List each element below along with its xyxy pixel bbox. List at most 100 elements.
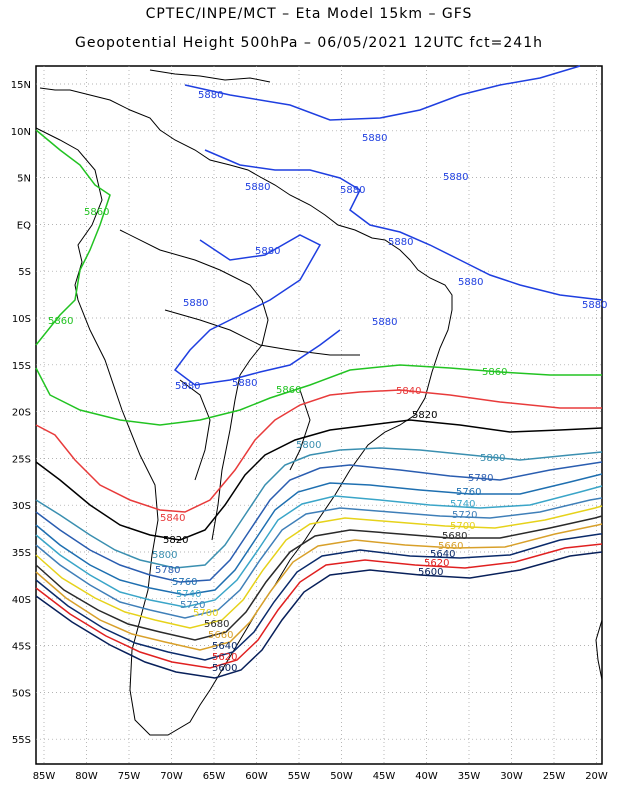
label-5860: 5860 xyxy=(48,316,73,327)
label-5740: 5740 xyxy=(176,589,201,600)
latitude-label: 25S xyxy=(12,454,31,465)
latitude-label: 50S xyxy=(12,688,31,699)
caribbean-islands xyxy=(149,69,271,83)
latitude-label: 30S xyxy=(12,501,31,512)
longitude-label: 50W xyxy=(330,771,353,782)
contour-5680 xyxy=(35,515,603,641)
latitude-label: 15N xyxy=(11,80,31,91)
contour-5640 xyxy=(35,533,602,661)
label-5880: 5880 xyxy=(388,237,413,248)
contour-5740 xyxy=(35,485,603,608)
contour-5880-north xyxy=(184,65,581,121)
label-5880: 5880 xyxy=(362,133,387,144)
africa-bulge xyxy=(595,619,603,681)
label-5880: 5880 xyxy=(255,246,280,257)
chart-title-line1: CPTEC/INPE/MCT – Eta Model 15km – GFS xyxy=(145,6,473,22)
label-5720: 5720 xyxy=(180,600,205,611)
label-5880: 5880 xyxy=(183,298,208,309)
contour-5600 xyxy=(35,551,603,679)
label-5700: 5700 xyxy=(193,608,218,619)
label-5880: 5880 xyxy=(340,185,365,196)
longitude-label: 65W xyxy=(203,771,226,782)
longitude-label: 25W xyxy=(543,771,566,782)
contour-5820 xyxy=(35,419,603,541)
contour-lines xyxy=(35,65,603,679)
label-5600: 5600 xyxy=(212,663,237,674)
label-5820: 5820 xyxy=(412,410,437,421)
contour-5760 xyxy=(35,473,603,596)
latitude-label: EQ xyxy=(17,220,31,231)
latitude-label: 10N xyxy=(11,127,31,138)
label-5700: 5700 xyxy=(450,521,475,532)
contour-5780 xyxy=(35,461,603,583)
label-5880: 5880 xyxy=(175,381,200,392)
contour-5800 xyxy=(35,447,603,569)
label-5860: 5860 xyxy=(276,385,301,396)
latitude-label: 5N xyxy=(17,174,31,185)
label-5880: 5880 xyxy=(582,300,607,311)
longitude-label: 45W xyxy=(373,771,396,782)
latitude-label: 40S xyxy=(12,595,31,606)
country-borders-3 xyxy=(211,374,241,541)
contour-5880-inner xyxy=(173,234,341,386)
longitude-label: 20W xyxy=(585,771,608,782)
contour-5620 xyxy=(35,543,603,669)
latitude-labels: 15N 10N 5N EQ 5S 10S 15S 20S 25S 30S 35S 40S 45S 50S 5… xyxy=(11,80,31,746)
label-5800: 5800 xyxy=(152,550,177,561)
label-5720: 5720 xyxy=(452,510,477,521)
south-america-coast xyxy=(35,87,453,736)
contour-5660 xyxy=(35,523,603,651)
contour-5840 xyxy=(35,389,602,513)
longitude-label: 40W xyxy=(415,771,438,782)
longitude-label: 35W xyxy=(458,771,481,782)
label-5660: 5660 xyxy=(438,541,463,552)
label-5840: 5840 xyxy=(396,386,421,397)
label-5880: 5880 xyxy=(198,90,223,101)
label-5860: 5860 xyxy=(482,367,507,378)
label-5620: 5620 xyxy=(424,558,449,569)
longitude-label: 80W xyxy=(75,771,98,782)
contour-5720 xyxy=(35,497,603,619)
label-5880: 5880 xyxy=(372,317,397,328)
label-5780: 5780 xyxy=(155,565,180,576)
map-frame xyxy=(35,65,603,765)
country-borders-4 xyxy=(289,389,311,471)
longitude-label: 70W xyxy=(160,771,183,782)
label-5820: 5820 xyxy=(163,535,188,546)
label-5880: 5880 xyxy=(458,277,483,288)
label-5680: 5680 xyxy=(442,531,467,542)
longitude-label: 85W xyxy=(33,771,56,782)
longitude-labels: 85W 80W 75W 70W 65W 60W 55W 50W 45W 40W 35W 30W 25W 2… xyxy=(33,771,608,782)
label-5880: 5880 xyxy=(232,378,257,389)
label-5860: 5860 xyxy=(84,207,109,218)
label-5780: 5780 xyxy=(468,473,493,484)
coastlines xyxy=(35,69,603,736)
longitude-label: 75W xyxy=(118,771,141,782)
label-5740: 5740 xyxy=(450,499,475,510)
label-5600: 5600 xyxy=(418,567,443,578)
latitude-label: 5S xyxy=(18,267,31,278)
country-borders-5 xyxy=(179,379,211,481)
contour-5880-main xyxy=(204,149,603,301)
graticule xyxy=(36,66,602,764)
label-5640: 5640 xyxy=(212,641,237,652)
chart-title-line2: Geopotential Height 500hPa – 06/05/2021 … xyxy=(75,35,543,51)
label-5880: 5880 xyxy=(443,172,468,183)
label-5800: 5800 xyxy=(296,440,321,451)
longitude-label: 60W xyxy=(245,771,268,782)
label-5880: 5880 xyxy=(245,182,270,193)
label-5760: 5760 xyxy=(456,487,481,498)
label-5760: 5760 xyxy=(172,577,197,588)
latitude-label: 15S xyxy=(12,361,31,372)
latitude-label: 55S xyxy=(12,735,31,746)
label-5640: 5640 xyxy=(430,549,455,560)
country-borders-1 xyxy=(119,229,269,376)
contour-5860-south xyxy=(35,364,602,426)
latitude-label: 20S xyxy=(12,408,31,419)
label-5620: 5620 xyxy=(212,652,237,663)
longitude-label: 30W xyxy=(500,771,523,782)
label-5680: 5680 xyxy=(204,619,229,630)
contour-labels: 5880 5880 5880 5880 5880 5880 5880 5880 … xyxy=(48,90,607,674)
contour-5860-west xyxy=(35,129,111,346)
